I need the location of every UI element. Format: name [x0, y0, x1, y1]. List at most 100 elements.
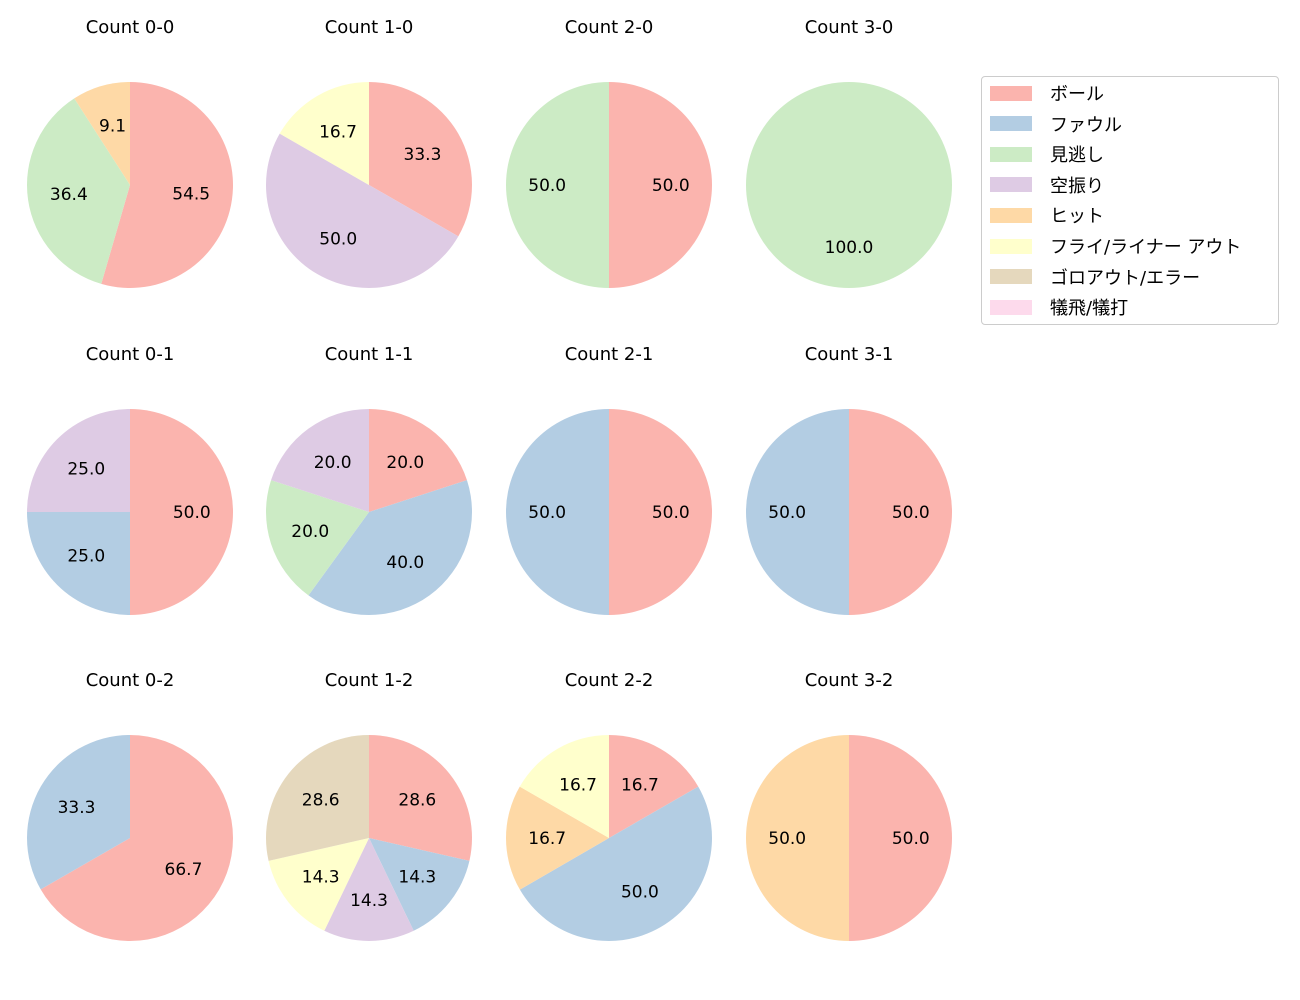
legend-label: ボール — [1050, 84, 1104, 105]
pie-slice — [266, 480, 369, 596]
legend-swatch — [990, 85, 1032, 101]
pie-slice-label: 28.6 — [398, 790, 436, 810]
legend-item: ヒット — [990, 204, 1104, 227]
pie-slice — [27, 735, 131, 890]
pie-slice — [369, 82, 472, 237]
pie-slice — [271, 409, 369, 512]
pie-chart: Count 3-2 50.0 50.0 — [729, 653, 969, 953]
pie-slice-label: 50.0 — [768, 829, 806, 849]
pie-slice — [308, 480, 472, 615]
pie-svg: 50.0 50.0 — [746, 409, 952, 615]
pie-slice — [369, 735, 472, 861]
legend-item: 空振り — [990, 174, 1104, 197]
pie-slice — [849, 409, 952, 615]
legend-label: 犠飛/犠打 — [1050, 298, 1129, 320]
pie-svg: 100.0 — [746, 82, 952, 288]
legend-label: ファウル — [1050, 114, 1122, 136]
pie-chart: Count 0-2 66.7 33.3 — [10, 653, 250, 953]
pie-slice — [101, 81, 234, 288]
pie-title: Count 0-0 — [85, 17, 175, 38]
pie-slice — [369, 409, 467, 512]
pie-chart: Count 1-1 20.0 40.0 20.0 20.0 — [249, 327, 489, 627]
pie-slice-label: 9.1 — [99, 117, 126, 137]
legend-label: 見逃し — [1050, 145, 1104, 167]
pie-slice-label: 20.0 — [314, 453, 352, 473]
legend-item: 犠飛/犠打 — [990, 296, 1129, 320]
pie-slice-label: 25.0 — [67, 459, 105, 479]
pie-slice-label: 100.0 — [825, 238, 874, 258]
pie-chart: Count 2-1 50.0 50.0 — [489, 327, 729, 627]
pie-slice-label: 14.3 — [302, 868, 340, 888]
pie-title: Count 1-1 — [324, 344, 414, 365]
legend-item: ゴロアウト/エラー — [990, 266, 1201, 289]
legend-label: 空振り — [1050, 175, 1104, 197]
pie-slice — [27, 409, 130, 512]
pie-svg: 28.6 14.3 14.3 14.3 28.6 — [266, 735, 472, 941]
pie-title: Count 3-0 — [804, 17, 894, 38]
legend-item: ボール — [990, 82, 1104, 105]
legend-label: ゴロアウト/エラー — [1050, 267, 1201, 289]
pie-slice — [609, 82, 712, 288]
legend-label: フライ/ライナー アウト — [1050, 237, 1242, 258]
pie-slice-label: 50.0 — [892, 503, 930, 523]
pie-slice-label: 16.7 — [621, 775, 659, 795]
pie-chart: Count 3-0 100.0 — [729, 0, 969, 300]
pie-chart: Count 3-1 50.0 50.0 — [729, 327, 969, 627]
legend-swatch — [990, 238, 1032, 254]
pie-slice — [506, 82, 609, 288]
pie-title: Count 1-0 — [324, 17, 414, 38]
pie-svg: 50.0 50.0 — [506, 82, 712, 288]
pie-slice-label: 33.3 — [404, 145, 442, 165]
pie-slice — [266, 133, 459, 289]
pie-slice — [369, 838, 470, 931]
pie-slice-label: 16.7 — [528, 829, 566, 849]
pie-slice-label: 14.3 — [350, 891, 388, 911]
pie-title: Count 3-2 — [804, 670, 894, 691]
legend-item: フライ/ライナー アウト — [990, 235, 1242, 258]
pie-slice — [26, 98, 131, 284]
pie-slice — [506, 786, 609, 890]
pie-title: Count 2-0 — [564, 17, 654, 38]
pie-slice — [746, 735, 849, 941]
pie-slice-label: 36.4 — [50, 185, 88, 205]
pie-slice — [279, 82, 369, 185]
pie-slice-label: 50.0 — [892, 829, 930, 849]
pie-title: Count 3-1 — [804, 344, 894, 365]
pie-slice-label: 14.3 — [398, 868, 436, 888]
pie-title: Count 2-1 — [564, 344, 654, 365]
pie-slice-label: 50.0 — [528, 176, 566, 196]
pie-chart: Count 2-2 16.7 50.0 16.7 16.7 — [489, 653, 729, 953]
pie-slice — [746, 82, 952, 288]
pie-slice-label: 50.0 — [173, 503, 211, 523]
legend-item: 見逃し — [990, 143, 1104, 167]
pie-slice — [266, 735, 369, 861]
pie-slice — [609, 735, 699, 838]
legend-swatch — [990, 146, 1032, 162]
legend-swatch — [990, 116, 1032, 132]
pie-slice-label: 40.0 — [386, 553, 424, 573]
pie-slice-label: 20.0 — [291, 522, 329, 542]
pie-slice — [130, 409, 233, 615]
legend-swatch — [990, 299, 1032, 315]
pie-svg: 20.0 40.0 20.0 20.0 — [266, 409, 472, 615]
pie-slice-label: 20.0 — [386, 453, 424, 473]
pie-slice-label: 50.0 — [621, 883, 659, 903]
pie-slice — [849, 735, 952, 941]
pie-slice — [324, 838, 414, 941]
pie-chart: Count 2-0 50.0 50.0 — [489, 0, 729, 300]
pie-slice — [74, 82, 130, 185]
pie-chart: Count 1-0 33.3 50.0 16.7 — [249, 0, 489, 300]
pie-slice-label: 50.0 — [652, 176, 690, 196]
pie-slice — [609, 409, 712, 615]
pie-slice-label: 50.0 — [768, 503, 806, 523]
pie-svg: 54.5 36.4 9.1 — [26, 81, 234, 288]
legend-swatch — [990, 269, 1032, 285]
pie-title: Count 0-1 — [85, 344, 175, 365]
pie-title: Count 1-2 — [324, 670, 414, 691]
pie-slice — [519, 735, 609, 838]
pie-svg: 16.7 50.0 16.7 16.7 — [506, 735, 712, 941]
pie-slice-label: 28.6 — [302, 790, 340, 810]
pie-svg: 50.0 50.0 — [506, 409, 712, 615]
pie-slice-label: 33.3 — [58, 798, 96, 818]
pie-chart: Count 0-0 54.5 36.4 9.1 — [10, 0, 250, 300]
